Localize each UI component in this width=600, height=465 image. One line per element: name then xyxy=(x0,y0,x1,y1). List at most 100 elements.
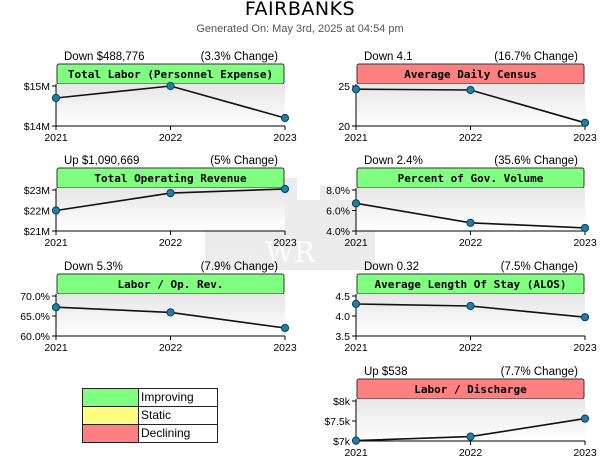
data-point xyxy=(51,93,61,103)
change-label: Down 2.4% xyxy=(364,155,423,167)
legend-item-declining: Declining xyxy=(83,425,217,442)
data-point xyxy=(466,85,475,95)
x-tick-label: 2023 xyxy=(273,237,297,249)
data-point xyxy=(166,81,175,91)
chart-title: Total Labor (Personnel Expense) xyxy=(68,68,273,81)
x-tick-label: 2021 xyxy=(344,237,368,249)
chart-title: Average Length Of Stay (ALOS) xyxy=(374,278,566,291)
chart-panel-1: Down $488,776 (3.3% Change) Total Labor (P… xyxy=(24,51,297,144)
x-tick-label: 2023 xyxy=(573,237,597,249)
chart-panel-7: Up $538 (7.7% Change) Labor / Discharge $7k… xyxy=(324,366,597,459)
change-label: Down 0.32 xyxy=(364,261,419,273)
y-tick-label: 25 xyxy=(338,81,350,93)
chart-panel-3: Up $1,090,669 (5% Change) Total Operating … xyxy=(24,155,297,249)
y-tick-label: 4.0% xyxy=(326,226,350,238)
legend-swatch xyxy=(83,389,139,406)
change-label: Down 5.3% xyxy=(64,261,123,273)
x-tick-label: 2023 xyxy=(573,447,597,459)
data-point xyxy=(580,118,590,127)
data-point xyxy=(166,188,175,198)
data-point xyxy=(580,313,590,322)
y-tick-label: $23M xyxy=(24,185,50,197)
y-tick-label: 65.0% xyxy=(20,311,50,323)
data-point xyxy=(51,303,61,312)
data-point xyxy=(580,414,590,423)
data-point xyxy=(466,301,475,311)
x-tick-label: 2021 xyxy=(44,237,68,249)
percent-change-label: (5% Change) xyxy=(210,155,278,167)
legend-label: Static xyxy=(141,408,172,422)
x-tick-label: 2021 xyxy=(44,342,68,354)
x-tick-label: 2022 xyxy=(459,342,483,354)
x-tick-label: 2023 xyxy=(573,342,597,354)
x-tick-label: 2022 xyxy=(159,132,183,144)
percent-change-label: (7.7% Change) xyxy=(501,366,579,378)
y-tick-label: $14M xyxy=(24,121,50,133)
legend-label: Declining xyxy=(141,426,191,440)
x-tick-label: 2023 xyxy=(273,342,297,354)
plot-area xyxy=(356,294,585,336)
page-title: FAIRBANKS xyxy=(244,0,356,20)
y-tick-label: 4.0 xyxy=(335,311,350,323)
x-tick-label: 2022 xyxy=(459,237,483,249)
chart-title: Percent of Gov. Volume xyxy=(398,172,544,185)
change-label: Up $538 xyxy=(364,366,407,378)
x-tick-label: 2023 xyxy=(573,132,597,144)
chart-title: Labor / Op. Rev. xyxy=(118,278,224,291)
y-tick-label: $21M xyxy=(24,226,50,238)
x-tick-label: 2022 xyxy=(159,342,183,354)
chart-panel-2: Down 4.1 (16.7% Change) Average Daily Cens… xyxy=(338,51,597,144)
data-point xyxy=(580,223,590,233)
chart-title: Total Operating Revenue xyxy=(94,172,247,185)
data-point xyxy=(466,218,475,227)
change-label: Down 4.1 xyxy=(364,51,413,63)
x-tick-label: 2021 xyxy=(44,132,68,144)
y-tick-label: $15M xyxy=(24,81,50,93)
y-tick-label: 6.0% xyxy=(326,206,350,218)
x-tick-label: 2023 xyxy=(273,132,297,144)
y-tick-label: 60.0% xyxy=(20,331,50,343)
y-tick-label: $7k xyxy=(333,436,351,448)
y-tick-label: 20 xyxy=(338,121,350,133)
watermark-emblem: WR xyxy=(205,178,375,270)
svg-text:WR: WR xyxy=(265,236,316,269)
percent-change-label: (35.6% Change) xyxy=(494,155,578,167)
x-tick-label: 2021 xyxy=(344,132,368,144)
y-tick-label: 3.5 xyxy=(335,331,350,343)
change-label: Up $1,090,669 xyxy=(64,155,139,167)
data-point xyxy=(351,436,361,445)
data-point xyxy=(166,308,175,317)
data-point xyxy=(280,113,290,123)
x-tick-label: 2021 xyxy=(344,342,368,354)
y-tick-label: $8k xyxy=(333,396,351,408)
data-point xyxy=(280,184,290,194)
x-tick-label: 2022 xyxy=(459,447,483,459)
generated-timestamp: Generated On: May 3rd, 2025 at 04:54 pm xyxy=(196,23,404,35)
chart-title: Labor / Discharge xyxy=(414,383,527,396)
legend-item-static: Static xyxy=(83,407,217,425)
percent-change-label: (7.5% Change) xyxy=(501,261,579,273)
y-tick-label: 4.5 xyxy=(335,291,350,303)
y-tick-label: $7.5k xyxy=(324,416,350,428)
data-point xyxy=(351,85,361,94)
legend-swatch xyxy=(83,407,139,424)
percent-change-label: (7.9% Change) xyxy=(201,261,279,273)
data-point xyxy=(280,323,290,333)
x-tick-label: 2021 xyxy=(344,447,368,459)
x-tick-label: 2022 xyxy=(159,237,183,249)
data-point xyxy=(466,432,475,441)
legend-swatch xyxy=(83,425,139,442)
chart-panel-5: Down 5.3% (7.9% Change) Labor / Op. Rev. 60… xyxy=(20,261,297,354)
legend: Improving Static Declining xyxy=(82,388,218,443)
percent-change-label: (3.3% Change) xyxy=(201,51,279,63)
legend-item-improving: Improving xyxy=(83,389,217,407)
plot-area xyxy=(56,84,285,126)
percent-change-label: (16.7% Change) xyxy=(494,51,578,63)
y-tick-label: 70.0% xyxy=(20,291,50,303)
chart-title: Average Daily Census xyxy=(404,68,536,81)
y-tick-label: $22M xyxy=(24,206,50,218)
data-point xyxy=(51,206,61,215)
y-tick-label: 8.0% xyxy=(326,185,350,197)
chart-panel-6: Down 0.32 (7.5% Change) Average Length Of … xyxy=(335,261,596,354)
